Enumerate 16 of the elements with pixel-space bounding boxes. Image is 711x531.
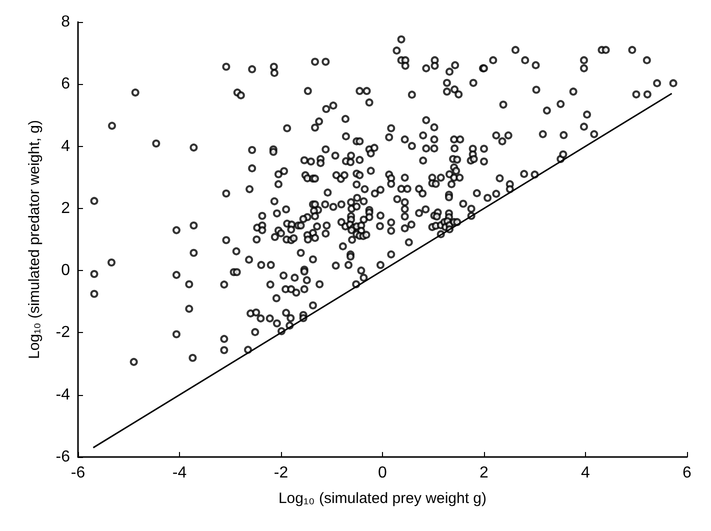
x-tick-label: 0 bbox=[378, 464, 388, 482]
y-tick-label: 2 bbox=[61, 200, 70, 217]
x-tick-label: 6 bbox=[682, 464, 692, 482]
y-tick-label: -4 bbox=[56, 386, 70, 404]
x-tick-label: 4 bbox=[581, 464, 590, 482]
y-tick-label: -2 bbox=[56, 324, 70, 342]
y-tick-label: 0 bbox=[61, 262, 70, 280]
y-tick-label: -6 bbox=[56, 448, 70, 466]
x-tick-label: 2 bbox=[480, 464, 489, 482]
y-tick-label: 6 bbox=[61, 76, 70, 93]
y-tick-label: 4 bbox=[61, 138, 70, 155]
x-axis-title: Log₁₀ (simulated prey weight g) bbox=[278, 490, 487, 507]
x-tick-label: -2 bbox=[274, 464, 288, 482]
y-axis-title: Log₁₀ (simulated predator weight, g) bbox=[26, 120, 43, 359]
x-tick-label: -4 bbox=[172, 464, 187, 482]
y-tick-label: 8 bbox=[61, 14, 70, 30]
